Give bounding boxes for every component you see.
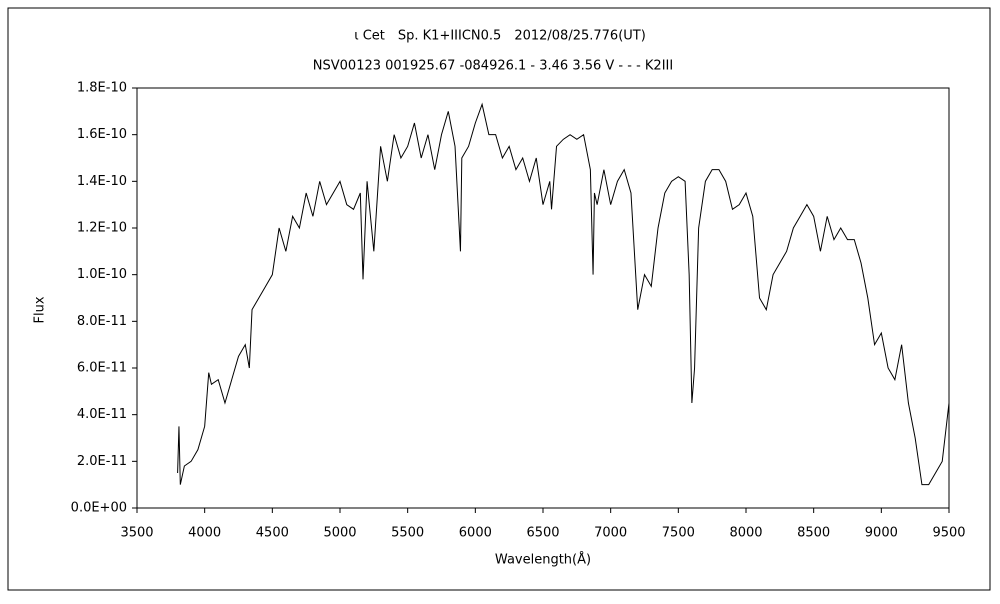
y-tick-label: 0.0E+00 (71, 501, 127, 516)
x-tick-label: 7000 (594, 526, 627, 541)
y-tick-label: 1.6E-10 (77, 127, 127, 142)
outer-frame (7, 7, 991, 591)
x-tick-label: 9000 (865, 526, 898, 541)
x-tick-label: 6500 (526, 526, 559, 541)
y-tick-label: 1.2E-10 (77, 221, 127, 236)
x-tick-label: 8500 (797, 526, 830, 541)
x-tick-label: 7500 (662, 526, 695, 541)
y-tick-label: 1.8E-10 (77, 81, 127, 96)
chart-subtitle: NSV00123 001925.67 -084926.1 - 3.46 3.56… (313, 59, 673, 74)
y-axis-label: Flux (33, 296, 48, 323)
y-tick-label: 1.4E-10 (77, 174, 127, 189)
y-tick-label: 8.0E-11 (77, 314, 127, 329)
y-tick-label: 4.0E-11 (77, 407, 127, 422)
spectrum-line (177, 102, 950, 486)
x-tick-label: 5500 (391, 526, 424, 541)
x-tick-label: 3500 (120, 526, 153, 541)
x-tick-label: 8000 (729, 526, 762, 541)
y-tick-label: 6.0E-11 (77, 361, 127, 376)
x-tick-label: 4500 (256, 526, 289, 541)
x-tick-label: 6000 (459, 526, 492, 541)
y-tick-label: 2.0E-11 (77, 454, 127, 469)
chart-title: ι Cet Sp. K1+IIICN0.5 2012/08/25.776(UT) (354, 29, 646, 44)
x-tick-label: 4000 (188, 526, 221, 541)
x-tick-label: 9500 (932, 526, 965, 541)
x-axis-label: Wavelength(Å) (495, 552, 591, 568)
y-tick-label: 1.0E-10 (77, 267, 127, 282)
x-tick-label: 5000 (323, 526, 356, 541)
